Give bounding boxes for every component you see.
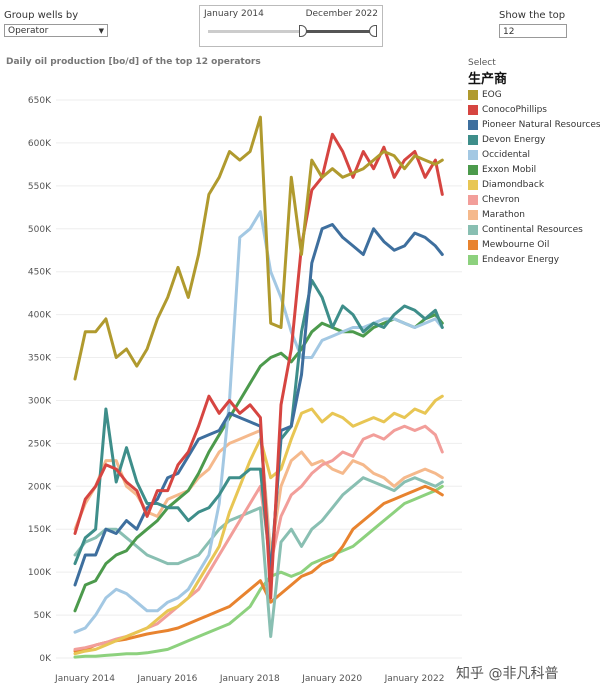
- y-tick-label: 250K: [28, 439, 52, 449]
- x-tick-label: January 2016: [136, 674, 197, 684]
- group-by-value: Operator: [8, 26, 49, 36]
- legend-label: EOG: [482, 90, 502, 100]
- y-tick-label: 50K: [34, 611, 52, 621]
- y-tick-label: 0K: [39, 654, 52, 664]
- x-tick-label: January 2022: [384, 674, 445, 684]
- slider-selection: [304, 30, 374, 33]
- legend-item[interactable]: Endeavor Energy: [468, 254, 600, 269]
- watermark: 知乎 @非凡科普: [456, 666, 559, 682]
- legend-swatch: [468, 239, 478, 250]
- legend-label: Occidental: [482, 150, 530, 160]
- legend: Select 生产商 EOG ConocoPhillips Pioneer Natu…: [468, 58, 600, 269]
- legend-swatch: [468, 209, 478, 220]
- legend-swatch: [468, 119, 478, 130]
- legend-swatch: [468, 254, 478, 265]
- chart-title: Daily oil production [bo/d] of the top 1…: [6, 57, 261, 67]
- legend-item[interactable]: Diamondback: [468, 179, 600, 194]
- legend-swatch: [468, 104, 478, 115]
- series-line-conocophillips: [73, 132, 444, 600]
- series-line-devon-energy: [73, 278, 444, 574]
- x-tick-label: January 2018: [219, 674, 280, 684]
- y-tick-label: 350K: [28, 354, 52, 364]
- legend-label: Marathon: [482, 210, 525, 220]
- legend-label: Chevron: [482, 195, 520, 205]
- y-tick-label: 450K: [28, 268, 52, 278]
- legend-label: Endeavor Energy: [482, 255, 560, 265]
- legend-swatch: [468, 89, 478, 100]
- group-by-select[interactable]: Operator ▼: [4, 24, 108, 37]
- range-from-label: January 2014: [204, 9, 264, 19]
- legend-item[interactable]: ConocoPhillips: [468, 104, 600, 119]
- legend-title: 生产商: [468, 72, 508, 87]
- group-label: Group wells by: [4, 10, 79, 21]
- legend-item[interactable]: Devon Energy: [468, 134, 600, 149]
- legend-item[interactable]: Occidental: [468, 149, 600, 164]
- legend-item[interactable]: Continental Resources: [468, 224, 600, 239]
- series-line-exxon-mobil: [73, 313, 444, 613]
- legend-label: Mewbourne Oil: [482, 240, 550, 250]
- series-line-continental-resources: [73, 476, 444, 638]
- y-tick-label: 300K: [28, 396, 52, 406]
- legend-swatch: [468, 194, 478, 205]
- legend-label: Exxon Mobil: [482, 165, 537, 175]
- legend-label: Continental Resources: [482, 225, 583, 235]
- legend-item[interactable]: Marathon: [468, 209, 600, 224]
- legend-swatch: [468, 179, 478, 190]
- legend-item[interactable]: Pioneer Natural Resources: [468, 119, 600, 134]
- legend-item[interactable]: Mewbourne Oil: [468, 239, 600, 254]
- legend-swatch: [468, 149, 478, 160]
- y-tick-label: 200K: [28, 482, 52, 492]
- legend-label: Pioneer Natural Resources: [482, 120, 600, 130]
- topn-label: Show the top: [499, 10, 566, 21]
- series-line-endeavor-energy: [73, 484, 444, 659]
- y-tick-label: 500K: [28, 225, 52, 235]
- legend-swatch: [468, 134, 478, 145]
- slider-handle-start[interactable]: [299, 25, 307, 37]
- range-to-label: December 2022: [305, 9, 378, 19]
- slider-handle-end[interactable]: [369, 25, 377, 37]
- y-tick-label: 650K: [28, 96, 52, 106]
- x-tick-label: January 2014: [54, 674, 115, 684]
- series-line-eog: [73, 115, 444, 381]
- legend-label: ConocoPhillips: [482, 105, 547, 115]
- legend-label: Diamondback: [482, 180, 545, 190]
- legend-swatch: [468, 224, 478, 235]
- legend-select-label: Select: [468, 58, 496, 68]
- date-range-slider[interactable]: January 2014 December 2022: [199, 5, 383, 47]
- legend-item[interactable]: EOG: [468, 89, 600, 104]
- series-line-mewbourne-oil: [73, 484, 444, 653]
- legend-item[interactable]: Exxon Mobil: [468, 164, 600, 179]
- series-line-occidental: [73, 210, 444, 634]
- y-tick-label: 100K: [28, 568, 52, 578]
- x-tick-label: January 2020: [301, 674, 362, 684]
- chevron-down-icon: ▼: [98, 27, 104, 35]
- y-tick-label: 400K: [28, 311, 52, 321]
- slider-track[interactable]: [208, 30, 374, 33]
- y-tick-label: 550K: [28, 182, 52, 192]
- legend-label: Devon Energy: [482, 135, 546, 145]
- legend-swatch: [468, 164, 478, 175]
- y-tick-label: 600K: [28, 139, 52, 149]
- legend-item[interactable]: Chevron: [468, 194, 600, 209]
- topn-input[interactable]: 12: [499, 24, 567, 38]
- y-tick-label: 150K: [28, 525, 52, 535]
